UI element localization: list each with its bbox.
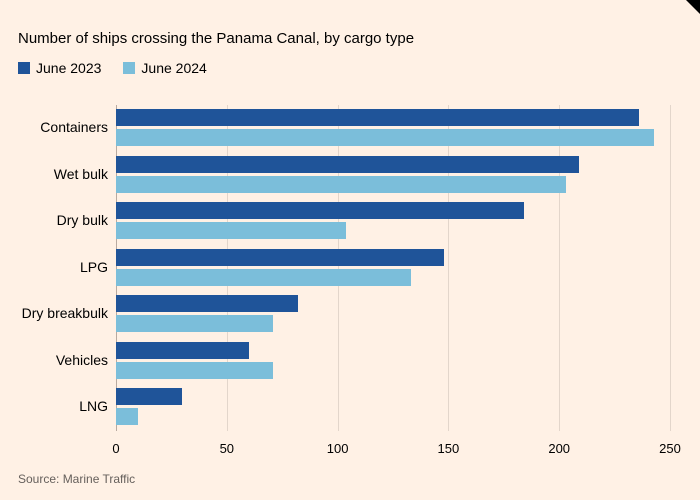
bar bbox=[116, 315, 273, 332]
gridline bbox=[448, 105, 449, 431]
bar bbox=[116, 269, 411, 286]
gridline bbox=[670, 105, 671, 431]
bar bbox=[116, 109, 639, 126]
legend-swatch bbox=[18, 62, 30, 74]
legend-item: June 2023 bbox=[18, 60, 101, 76]
x-axis-tick-label: 0 bbox=[112, 431, 119, 456]
chart-subtitle: Number of ships crossing the Panama Cana… bbox=[18, 30, 414, 47]
legend-label: June 2023 bbox=[36, 60, 101, 76]
bar bbox=[116, 222, 346, 239]
bar bbox=[116, 408, 138, 425]
x-axis-tick-label: 50 bbox=[220, 431, 234, 456]
x-axis-tick-label: 200 bbox=[548, 431, 570, 456]
legend-swatch bbox=[123, 62, 135, 74]
category-label: Vehicles bbox=[56, 352, 116, 368]
bar bbox=[116, 362, 273, 379]
bar-chart: 050100150200250ContainersWet bulkDry bul… bbox=[116, 105, 670, 431]
bar bbox=[116, 202, 524, 219]
category-label: Containers bbox=[40, 119, 116, 135]
chart-legend: June 2023 June 2024 bbox=[18, 60, 207, 76]
legend-label: June 2024 bbox=[141, 60, 206, 76]
gridline bbox=[559, 105, 560, 431]
bar bbox=[116, 156, 579, 173]
x-axis-tick-label: 100 bbox=[327, 431, 349, 456]
chart-source: Source: Marine Traffic bbox=[18, 472, 135, 486]
bar bbox=[116, 249, 444, 266]
bar bbox=[116, 176, 566, 193]
category-label: Wet bulk bbox=[54, 166, 116, 182]
category-label: LPG bbox=[80, 259, 116, 275]
bar bbox=[116, 342, 249, 359]
x-axis-tick-label: 150 bbox=[438, 431, 460, 456]
category-label: Dry bulk bbox=[57, 212, 116, 228]
bar bbox=[116, 129, 654, 146]
bar bbox=[116, 295, 298, 312]
corner-notch bbox=[686, 0, 700, 14]
x-axis-tick-label: 250 bbox=[659, 431, 681, 456]
bar bbox=[116, 388, 182, 405]
category-label: Dry breakbulk bbox=[22, 305, 116, 321]
legend-item: June 2024 bbox=[123, 60, 206, 76]
category-label: LNG bbox=[79, 398, 116, 414]
